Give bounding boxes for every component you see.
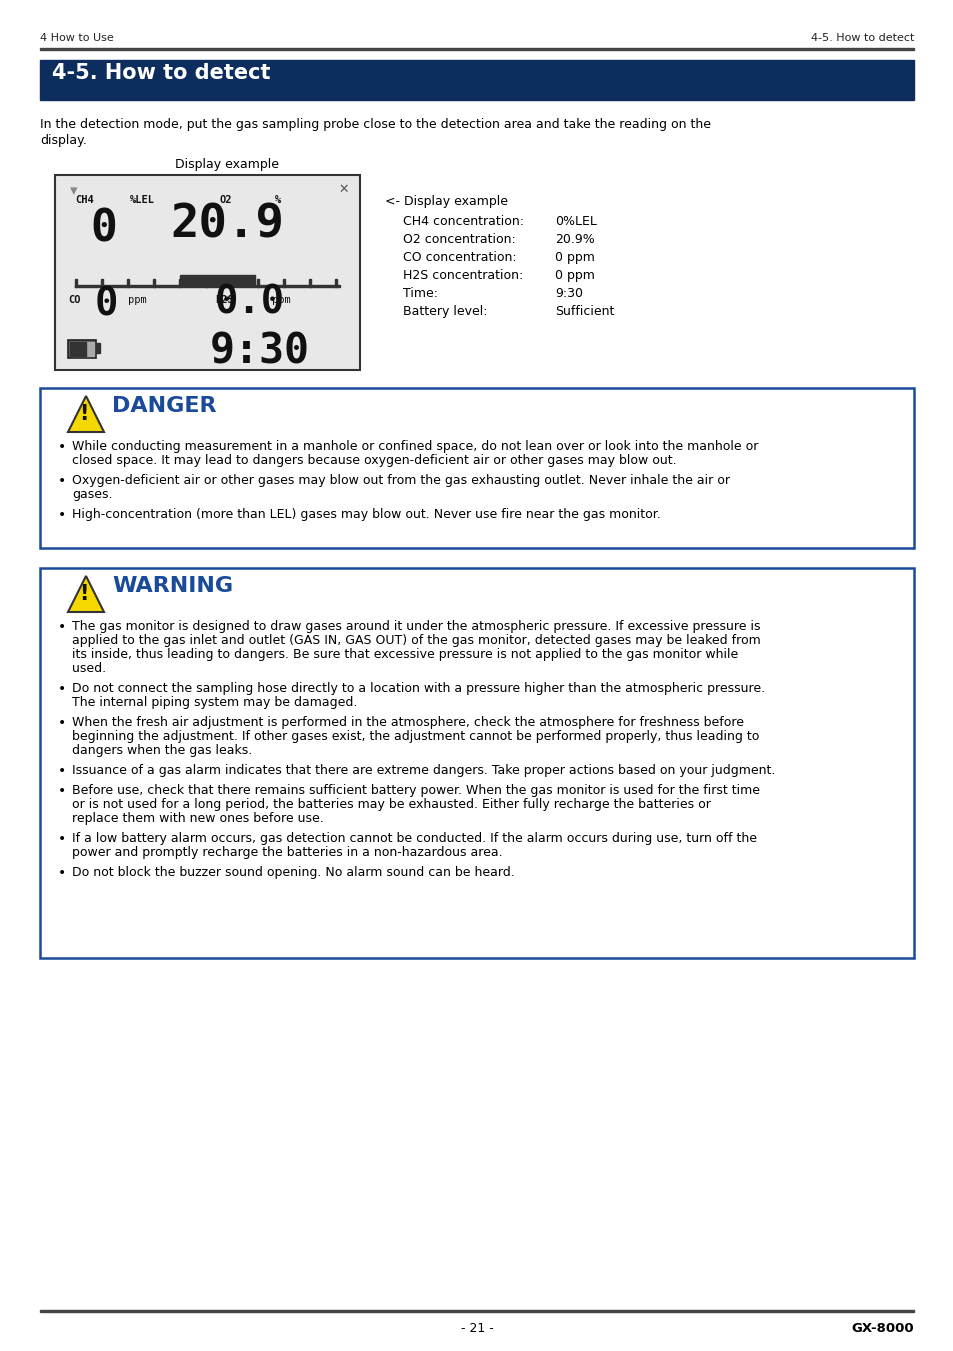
- Bar: [75, 285, 339, 286]
- Text: Issuance of a gas alarm indicates that there are extreme dangers. Take proper ac: Issuance of a gas alarm indicates that t…: [71, 765, 775, 777]
- Bar: [40, 1310, 913, 1312]
- Bar: [40, 59, 913, 100]
- Text: !: !: [79, 584, 89, 604]
- Text: CH4: CH4: [75, 195, 93, 205]
- Text: WARNING: WARNING: [112, 576, 233, 596]
- Text: or is not used for a long period, the batteries may be exhausted. Either fully r: or is not used for a long period, the ba…: [71, 798, 710, 811]
- Bar: [180, 276, 254, 285]
- Bar: [70, 342, 94, 357]
- Text: H2S: H2S: [214, 295, 233, 305]
- Text: •: •: [58, 784, 66, 798]
- Text: 9:30: 9:30: [210, 330, 310, 372]
- Text: CO: CO: [68, 295, 80, 305]
- Text: In the detection mode, put the gas sampling probe close to the detection area an: In the detection mode, put the gas sampl…: [40, 118, 710, 131]
- Text: Battery level:: Battery level:: [402, 305, 487, 317]
- Text: 20.9%: 20.9%: [555, 232, 594, 246]
- Polygon shape: [68, 396, 104, 432]
- Text: closed space. It may lead to dangers because oxygen-deficient air or other gases: closed space. It may lead to dangers bec…: [71, 454, 676, 467]
- Text: %: %: [274, 195, 281, 205]
- Text: dangers when the gas leaks.: dangers when the gas leaks.: [71, 744, 252, 757]
- Text: 4 How to Use: 4 How to Use: [40, 32, 113, 43]
- Text: O2: O2: [220, 195, 233, 205]
- Text: ppm: ppm: [128, 295, 147, 305]
- Bar: [101, 280, 103, 286]
- Bar: [40, 49, 913, 50]
- Text: its inside, thus leading to dangers. Be sure that excessive pressure is not appl: its inside, thus leading to dangers. Be …: [71, 648, 738, 661]
- Text: beginning the adjustment. If other gases exist, the adjustment cannot be perform: beginning the adjustment. If other gases…: [71, 730, 759, 743]
- Bar: [231, 280, 233, 286]
- Text: DANGER: DANGER: [112, 396, 216, 416]
- Polygon shape: [68, 576, 104, 612]
- Text: ✕: ✕: [337, 182, 348, 196]
- Text: ▾: ▾: [70, 182, 77, 199]
- Text: Display example: Display example: [174, 158, 278, 172]
- Text: •: •: [58, 474, 66, 488]
- Text: •: •: [58, 832, 66, 846]
- Text: •: •: [58, 508, 66, 521]
- Bar: [335, 280, 336, 286]
- Bar: [70, 342, 86, 357]
- Text: High-concentration (more than LEL) gases may blow out. Never use fire near the g: High-concentration (more than LEL) gases…: [71, 508, 660, 521]
- Bar: [179, 280, 181, 286]
- Bar: [283, 280, 285, 286]
- Text: 20.9: 20.9: [170, 203, 284, 249]
- Text: Sufficient: Sufficient: [555, 305, 614, 317]
- Text: power and promptly recharge the batteries in a non-hazardous area.: power and promptly recharge the batterie…: [71, 846, 502, 859]
- Text: 4-5. How to detect: 4-5. How to detect: [52, 63, 271, 82]
- Text: %LEL: %LEL: [130, 195, 154, 205]
- Text: Time:: Time:: [402, 286, 437, 300]
- Text: When the fresh air adjustment is performed in the atmosphere, check the atmosphe: When the fresh air adjustment is perform…: [71, 716, 743, 730]
- Text: While conducting measurement in a manhole or confined space, do not lean over or: While conducting measurement in a manhol…: [71, 440, 758, 453]
- Text: 0: 0: [95, 285, 118, 323]
- Text: If a low battery alarm occurs, gas detection cannot be conducted. If the alarm o: If a low battery alarm occurs, gas detec…: [71, 832, 757, 844]
- Text: - 21 -: - 21 -: [460, 1323, 493, 1335]
- Text: The internal piping system may be damaged.: The internal piping system may be damage…: [71, 696, 357, 709]
- Text: Before use, check that there remains sufficient battery power. When the gas moni: Before use, check that there remains suf…: [71, 784, 760, 797]
- Text: ppm: ppm: [272, 295, 291, 305]
- Bar: [309, 280, 311, 286]
- Text: 0: 0: [90, 207, 116, 250]
- Text: The gas monitor is designed to draw gases around it under the atmospheric pressu: The gas monitor is designed to draw gase…: [71, 620, 760, 634]
- Text: 0.0: 0.0: [214, 282, 285, 322]
- Text: applied to the gas inlet and outlet (GAS IN, GAS OUT) of the gas monitor, detect: applied to the gas inlet and outlet (GAS…: [71, 634, 760, 647]
- Bar: [96, 343, 100, 353]
- Text: H2S concentration:: H2S concentration:: [402, 269, 522, 282]
- Bar: [256, 280, 258, 286]
- Text: •: •: [58, 765, 66, 778]
- Text: CO concentration:: CO concentration:: [402, 251, 517, 263]
- Text: <- Display example: <- Display example: [385, 195, 507, 208]
- Text: !: !: [79, 404, 89, 424]
- Bar: [152, 280, 154, 286]
- Text: •: •: [58, 440, 66, 454]
- Text: 0 ppm: 0 ppm: [555, 269, 595, 282]
- Text: Oxygen-deficient air or other gases may blow out from the gas exhausting outlet.: Oxygen-deficient air or other gases may …: [71, 474, 729, 486]
- Text: used.: used.: [71, 662, 106, 676]
- Text: Do not block the buzzer sound opening. No alarm sound can be heard.: Do not block the buzzer sound opening. N…: [71, 866, 515, 880]
- Bar: [205, 280, 207, 286]
- Text: 4-5. How to detect: 4-5. How to detect: [810, 32, 913, 43]
- Text: •: •: [58, 866, 66, 880]
- Text: replace them with new ones before use.: replace them with new ones before use.: [71, 812, 323, 825]
- Text: •: •: [58, 682, 66, 696]
- Text: 9:30: 9:30: [555, 286, 582, 300]
- Text: 0 ppm: 0 ppm: [555, 251, 595, 263]
- Bar: [127, 280, 129, 286]
- Text: gases.: gases.: [71, 488, 112, 501]
- Bar: [40, 388, 913, 549]
- Bar: [75, 280, 77, 286]
- Text: display.: display.: [40, 134, 87, 147]
- Text: GX-8000: GX-8000: [850, 1323, 913, 1335]
- Text: •: •: [58, 620, 66, 634]
- Text: •: •: [58, 716, 66, 730]
- Text: O2 concentration:: O2 concentration:: [402, 232, 516, 246]
- Bar: [55, 176, 359, 370]
- Text: Do not connect the sampling hose directly to a location with a pressure higher t: Do not connect the sampling hose directl…: [71, 682, 764, 694]
- Text: 0%LEL: 0%LEL: [555, 215, 597, 228]
- Bar: [40, 567, 913, 958]
- Text: CH4 concentration:: CH4 concentration:: [402, 215, 523, 228]
- Bar: [68, 340, 96, 358]
